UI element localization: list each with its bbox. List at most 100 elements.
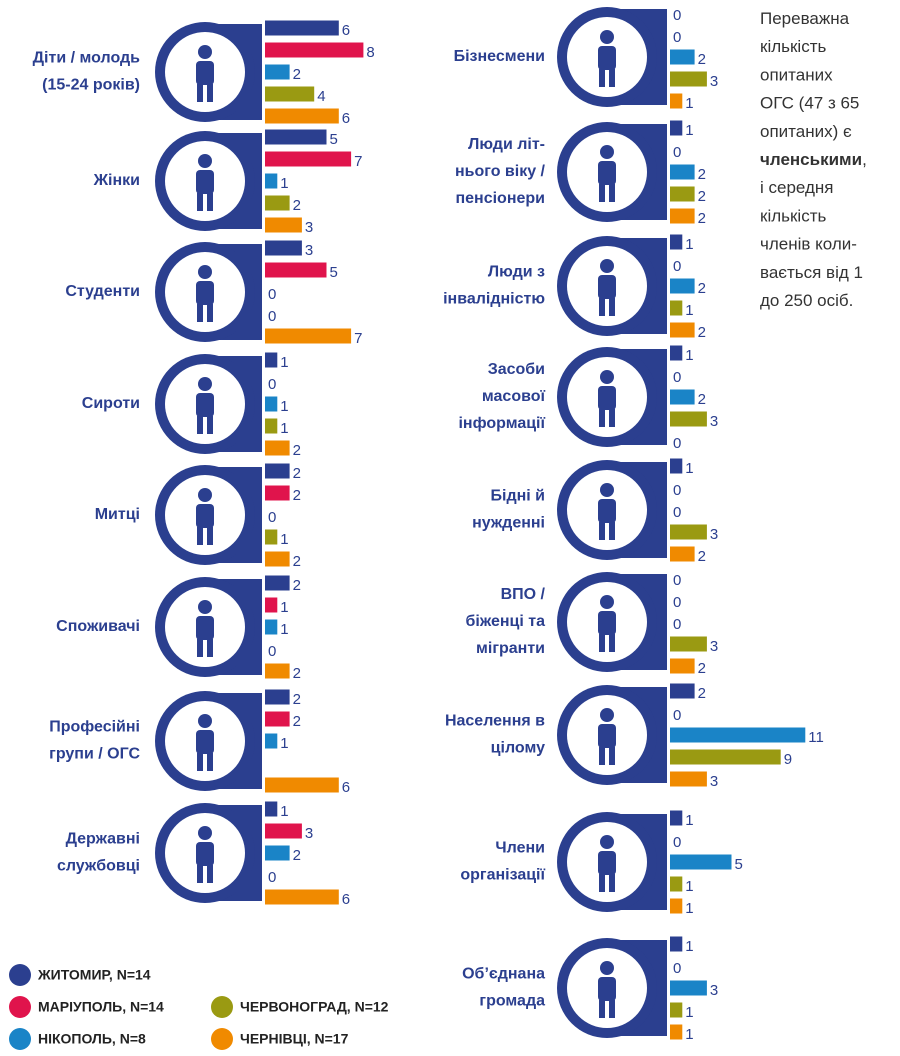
category-label: Засоби [488,361,545,378]
bar [670,936,683,952]
note-line: вається від 1 [760,263,863,282]
bar [670,389,695,405]
bar [265,845,290,861]
icon-body [196,616,214,640]
category-label: Жінки [93,172,140,189]
category-label: Члени [495,840,545,857]
bar [670,1024,683,1040]
icon-body [598,161,616,185]
bar [265,463,290,479]
bar [265,240,302,256]
icon-leg [599,1000,605,1018]
icon-head [600,145,614,159]
note-text: вається від 1 [760,263,863,282]
note-line: кількість [760,38,826,57]
bar [265,440,290,456]
bar [265,42,364,58]
value-label: 1 [280,420,288,437]
value-label: 0 [673,7,681,24]
bar [265,195,290,211]
value-label: 2 [293,691,301,708]
value-label: 0 [268,509,276,526]
bar [670,300,683,316]
icon-leg [599,69,605,87]
value-label: 2 [698,280,706,297]
bar [265,20,339,36]
value-label: 3 [305,242,313,259]
bar [265,529,278,545]
icon-head [600,595,614,609]
icon-leg [609,298,615,316]
icon-head [600,835,614,849]
legend-label: ЧЕРВОНОГРАД, N=12 [240,999,389,1015]
note-text: до 250 осіб. [760,291,853,310]
value-label: 2 [293,487,301,504]
note-text: кількість [760,207,826,226]
value-label: 3 [710,982,718,999]
value-label: 0 [673,504,681,521]
icon-head [198,714,212,728]
icon-leg [207,304,213,322]
bar [265,597,278,613]
bar [265,328,352,344]
bar [670,727,806,743]
icon-head [600,30,614,44]
value-label: 0 [673,616,681,633]
icon-leg [599,634,605,652]
bar [670,898,683,914]
icon-body [196,842,214,866]
value-label: 1 [280,175,288,192]
category-label: Сироти [82,395,140,412]
value-label: 1 [685,1004,693,1021]
bar [670,186,695,202]
icon-leg [197,865,203,883]
bar [265,217,302,233]
icon-leg [599,409,605,427]
category-label: Населення в [445,713,545,730]
icon-head [198,488,212,502]
bar [670,810,683,826]
icon-body [598,724,616,748]
value-label: 1 [685,812,693,829]
icon-head [600,259,614,273]
value-label: 3 [710,73,718,90]
bar [670,411,707,427]
legend-label: ЖИТОМИР, N=14 [37,967,151,983]
bar [265,777,339,793]
icon-leg [599,747,605,765]
icon-leg [609,69,615,87]
bar [265,801,278,817]
bar [670,636,707,652]
value-label: 2 [698,548,706,565]
bar [265,551,290,567]
category-label: масової [482,388,546,405]
value-label: 1 [280,398,288,415]
value-label: 0 [268,643,276,660]
category-label: Люди літ- [468,136,545,153]
value-label: 1 [685,302,693,319]
icon-body [196,730,214,754]
category-label: Державні [66,831,140,848]
icon-leg [609,747,615,765]
bar [670,71,707,87]
category-label: Люди з [488,264,545,281]
bar [670,524,707,540]
icon-leg [599,184,605,202]
category-label: інвалідністю [443,291,545,308]
category-label: пенсіонери [455,190,545,207]
value-label: 1 [280,621,288,638]
bar [265,352,278,368]
value-label: 2 [698,210,706,227]
icon-head [198,154,212,168]
legend-swatch [9,1028,31,1050]
value-label: 2 [698,660,706,677]
value-label: 0 [268,869,276,886]
value-label: 1 [685,347,693,364]
bar [670,1002,683,1018]
bar [265,485,290,501]
bar [265,689,290,705]
category-label: службовці [57,858,140,875]
value-label: 0 [673,482,681,499]
value-label: 1 [685,460,693,477]
bar [670,876,683,892]
